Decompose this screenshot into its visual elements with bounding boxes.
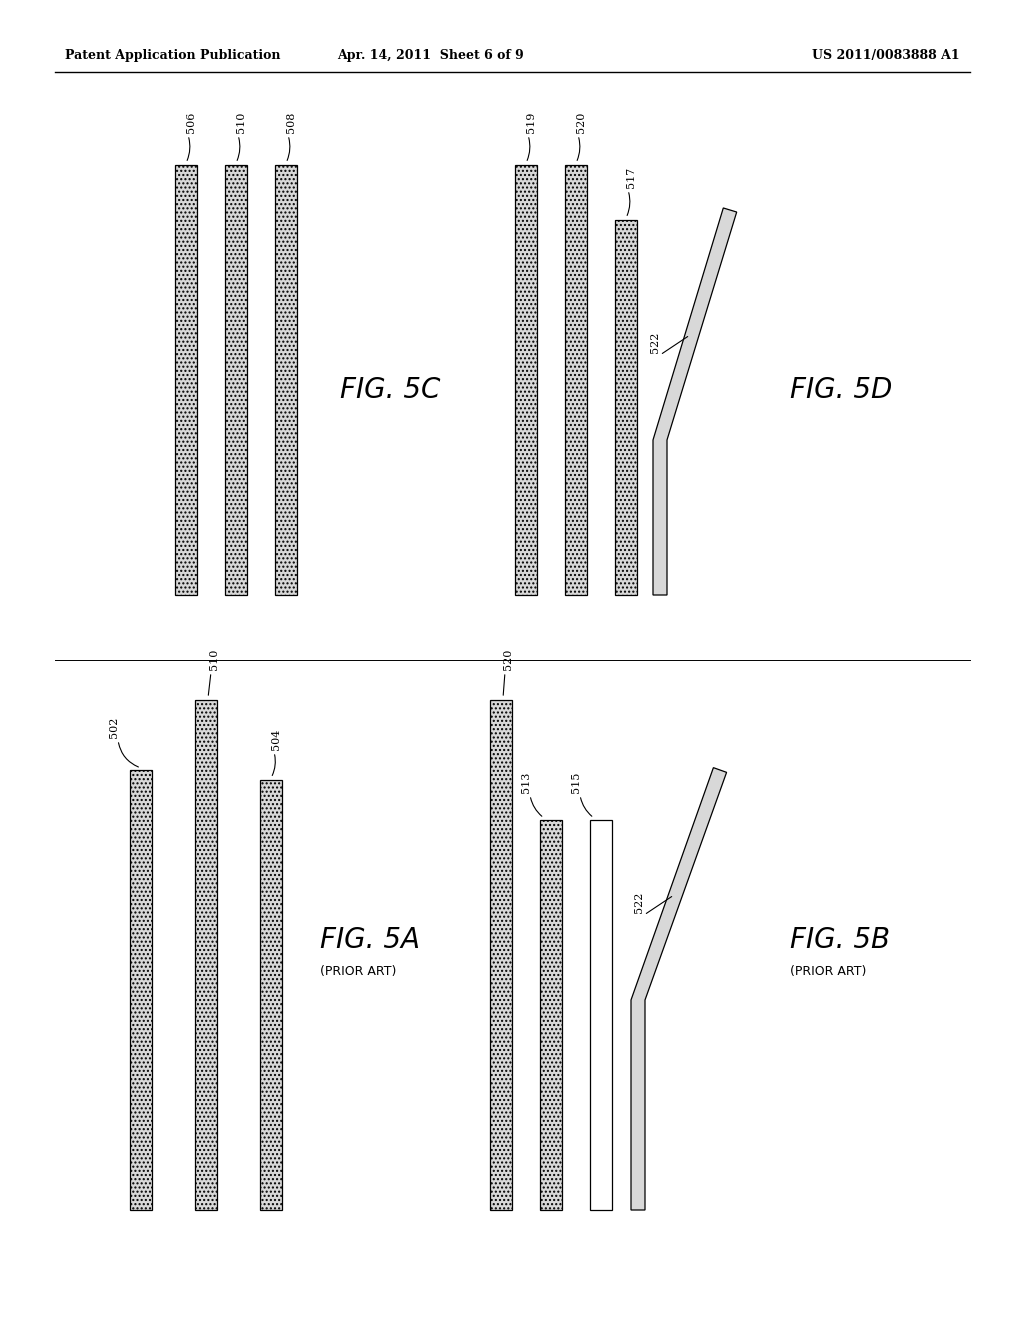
Text: 520: 520 (575, 112, 586, 133)
Polygon shape (631, 768, 727, 1210)
Bar (490, 700, 512, 1210)
Text: 504: 504 (271, 729, 281, 750)
Bar (565, 165, 587, 595)
Bar (590, 820, 612, 1210)
Text: FIG. 5A: FIG. 5A (319, 927, 420, 954)
Text: (PRIOR ART): (PRIOR ART) (790, 965, 866, 978)
Text: 522: 522 (650, 331, 660, 352)
Text: 502: 502 (109, 717, 119, 738)
Text: 515: 515 (571, 772, 581, 793)
Text: (PRIOR ART): (PRIOR ART) (319, 965, 396, 978)
Text: 513: 513 (521, 772, 531, 793)
Bar (515, 165, 537, 595)
Bar (225, 165, 247, 595)
Text: 520: 520 (503, 648, 513, 671)
Bar (195, 700, 217, 1210)
Polygon shape (653, 209, 736, 595)
Text: 506: 506 (186, 112, 196, 133)
Text: 510: 510 (209, 648, 219, 671)
Bar (275, 165, 297, 595)
Text: US 2011/0083888 A1: US 2011/0083888 A1 (812, 49, 961, 62)
Bar (540, 820, 562, 1210)
Text: Apr. 14, 2011  Sheet 6 of 9: Apr. 14, 2011 Sheet 6 of 9 (337, 49, 523, 62)
Text: 519: 519 (526, 112, 536, 133)
Text: 517: 517 (626, 166, 636, 187)
Bar (175, 165, 197, 595)
Bar (615, 220, 637, 595)
Bar (130, 770, 152, 1210)
Text: 522: 522 (634, 891, 644, 913)
Text: FIG. 5D: FIG. 5D (790, 376, 892, 404)
Bar (260, 780, 282, 1210)
Text: 510: 510 (236, 112, 246, 133)
Text: FIG. 5B: FIG. 5B (790, 927, 890, 954)
Text: 508: 508 (286, 112, 296, 133)
Text: Patent Application Publication: Patent Application Publication (65, 49, 281, 62)
Text: FIG. 5C: FIG. 5C (340, 376, 440, 404)
